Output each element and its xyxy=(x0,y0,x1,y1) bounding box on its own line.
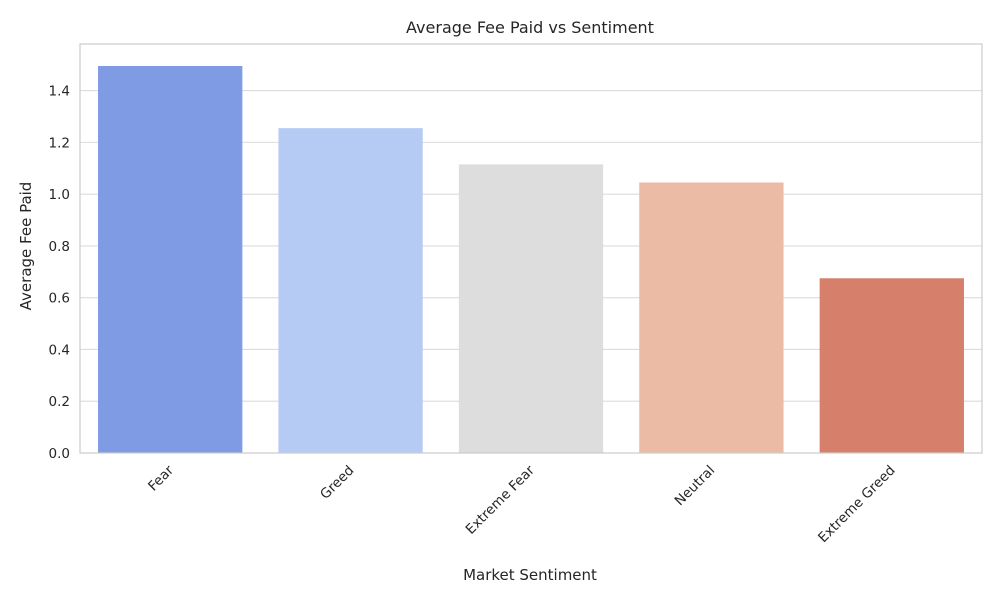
x-tick-label: Neutral xyxy=(672,463,719,510)
y-axis-label: Average Fee Paid xyxy=(17,182,35,311)
y-tick-label: 0.2 xyxy=(49,394,70,410)
y-tick-label: 0.6 xyxy=(49,291,70,307)
y-tick-label: 0.8 xyxy=(49,239,70,255)
x-tick-labels: Fear Greed Extreme Fear Neutral Extreme Gree… xyxy=(145,462,899,546)
x-tick-label: Extreme Fear xyxy=(463,462,538,537)
x-axis-label: Market Sentiment xyxy=(463,566,597,584)
y-tick-label: 0.4 xyxy=(49,342,70,358)
bars xyxy=(98,66,964,454)
bar xyxy=(458,164,604,454)
plot-frame xyxy=(79,43,983,454)
bar xyxy=(98,66,243,453)
x-tick-label: Greed xyxy=(317,463,357,503)
y-tick-label: 1.2 xyxy=(49,135,70,151)
bar xyxy=(278,128,423,453)
bar xyxy=(639,182,784,453)
y-tick-label: 0.0 xyxy=(49,446,70,462)
bar xyxy=(819,278,964,453)
y-tick-labels: 0.0 0.2 0.4 0.6 0.8 1.0 1.2 1.4 xyxy=(49,84,70,462)
chart-title: Average Fee Paid vs Sentiment xyxy=(406,18,654,37)
x-tick-label: Extreme Greed xyxy=(815,463,898,546)
x-tick-label: Fear xyxy=(145,462,177,494)
y-tick-label: 1.4 xyxy=(49,84,70,100)
y-tick-label: 1.0 xyxy=(49,187,70,203)
